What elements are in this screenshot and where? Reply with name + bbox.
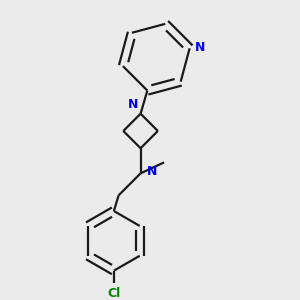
Text: N: N (195, 41, 205, 54)
Text: N: N (128, 98, 138, 111)
Text: Cl: Cl (107, 287, 121, 300)
Text: N: N (147, 165, 157, 178)
